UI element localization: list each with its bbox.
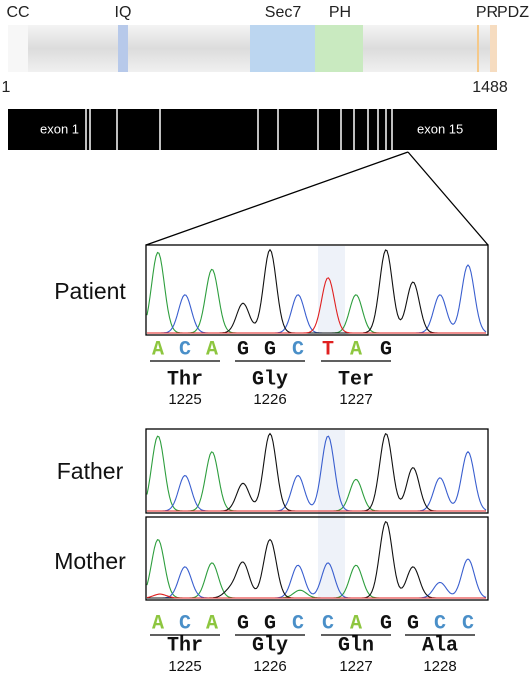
base: G xyxy=(237,612,249,635)
sample-label: Mother xyxy=(54,548,126,574)
sample-label: Father xyxy=(57,458,124,484)
sample-label: Patient xyxy=(54,278,126,304)
codon-position: 1228 xyxy=(423,658,456,675)
base: A xyxy=(206,338,218,361)
amino-acid: Ala xyxy=(422,634,458,657)
highlight xyxy=(318,246,345,334)
domain-label: IQ xyxy=(115,4,132,21)
codon-position: 1226 xyxy=(253,391,286,408)
exon-boundaries xyxy=(85,109,393,150)
base: C xyxy=(292,612,304,635)
chromatogram-frame xyxy=(145,428,489,514)
trace xyxy=(146,435,486,512)
trace xyxy=(147,435,487,512)
trace xyxy=(147,277,486,334)
exon-label: exon 15 xyxy=(417,121,463,136)
pr-domain xyxy=(477,25,479,72)
exon-label: exon 1 xyxy=(40,121,79,136)
pdz-domain xyxy=(490,25,497,72)
zoom-line xyxy=(407,151,489,246)
base: C xyxy=(292,338,304,361)
trace xyxy=(146,539,486,599)
domain-label: PR xyxy=(476,4,498,21)
base: G xyxy=(407,612,419,635)
trace xyxy=(147,558,487,599)
iq-domain xyxy=(118,25,128,72)
chromatogram-frame xyxy=(145,244,489,336)
domain-label: PH xyxy=(329,4,351,21)
base: C xyxy=(179,612,191,635)
base: C xyxy=(179,338,191,361)
base: G xyxy=(264,338,276,361)
base: A xyxy=(350,338,362,361)
amino-acid: Gly xyxy=(252,634,288,657)
start-position: 1 xyxy=(2,79,11,96)
trace xyxy=(146,593,486,599)
domain-label: Sec7 xyxy=(265,4,302,21)
trace xyxy=(147,432,486,512)
base: G xyxy=(380,338,392,361)
base: T xyxy=(322,338,334,361)
codon-position: 1227 xyxy=(339,658,372,675)
sec7-domain xyxy=(250,25,315,72)
amino-acid: Gly xyxy=(252,368,288,391)
amino-acid: Ter xyxy=(338,368,374,391)
domain-label: PDZ xyxy=(497,4,529,21)
end-position: 1488 xyxy=(472,79,508,96)
chromatogram-frame xyxy=(145,516,489,601)
base: C xyxy=(322,612,334,635)
base: A xyxy=(350,612,362,635)
codon-position: 1226 xyxy=(253,658,286,675)
base: G xyxy=(237,338,249,361)
amino-acid: Thr xyxy=(167,368,203,391)
codon-position: 1225 xyxy=(168,658,201,675)
base: G xyxy=(380,612,392,635)
codon-position: 1227 xyxy=(339,391,372,408)
base: G xyxy=(264,612,276,635)
base: C xyxy=(434,612,446,635)
amino-acid: Thr xyxy=(167,634,203,657)
base: A xyxy=(152,612,164,635)
amino-acid: Gln xyxy=(338,634,374,657)
base: A xyxy=(152,338,164,361)
base: C xyxy=(462,612,474,635)
codon-position: 1225 xyxy=(168,391,201,408)
zoom-line xyxy=(145,151,409,246)
base: A xyxy=(206,612,218,635)
domain-label: CC xyxy=(6,4,29,21)
traces xyxy=(146,248,487,599)
cc-domain xyxy=(8,25,28,72)
ph-domain xyxy=(315,25,363,72)
